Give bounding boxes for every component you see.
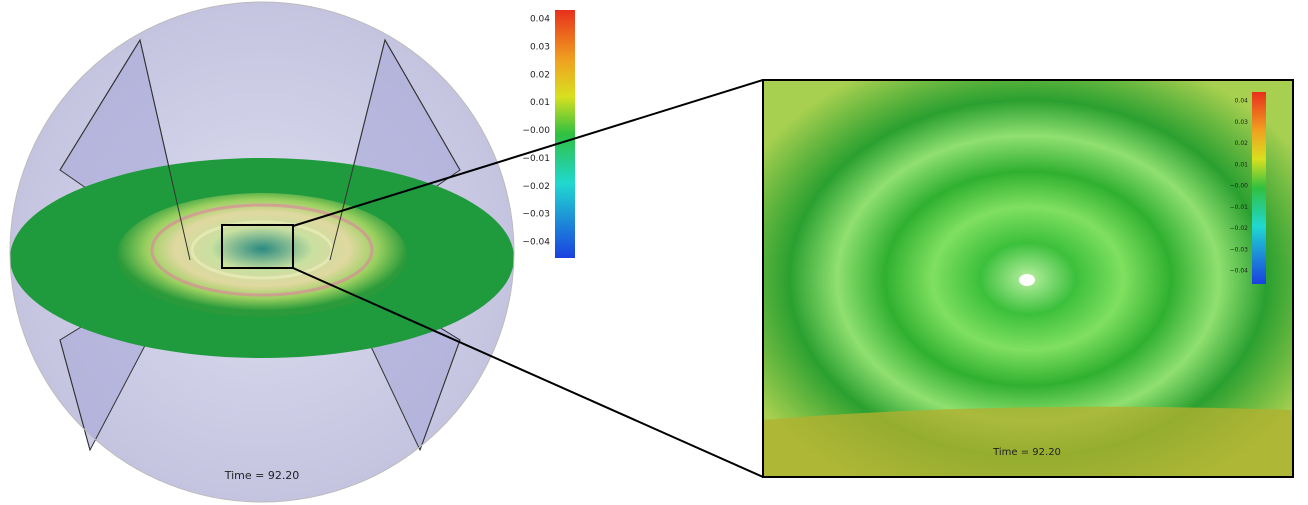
zoom-frame [762, 79, 1294, 478]
colorbar-label: −0.04 [522, 238, 550, 248]
colorbar [1252, 92, 1266, 284]
time-label: Time = 92.20 [224, 469, 300, 482]
colorbar-label: −0.00 [1230, 183, 1249, 190]
colorbar-label: −0.03 [1230, 246, 1249, 253]
colorbar-label: −0.01 [1230, 204, 1249, 211]
zoom-view: Time = 92.20 0.04 0.03 0.02 0.01 −0.00 −0.01 −… [762, 79, 1294, 478]
colorbar-label: −0.03 [522, 210, 550, 220]
colorbar-label: −0.02 [1230, 225, 1249, 232]
colorbar-label: −0.00 [522, 126, 550, 136]
colorbar-labels: 0.04 0.03 0.02 0.01 −0.00 −0.01 −0.02 −0.03 −0.0… [522, 15, 550, 248]
connector-line [292, 267, 764, 478]
colorbar-label: 0.01 [1235, 161, 1249, 168]
colorbar-label: −0.02 [522, 182, 550, 192]
sphere-outline [9, 1, 515, 503]
colorbar [555, 10, 575, 258]
colorbar-label: 0.01 [530, 98, 550, 108]
zoom-box [221, 224, 294, 269]
colorbar-label: 0.04 [1235, 98, 1249, 105]
center-spot [1019, 274, 1035, 286]
colorbar-labels: 0.04 0.03 0.02 0.01 −0.00 −0.01 −0.02 −0.03 −0.0… [1230, 98, 1249, 275]
foreground-ridge [763, 406, 1293, 477]
colorbar-label: 0.03 [530, 42, 550, 52]
time-label: Time = 92.20 [992, 447, 1061, 458]
colorbar-label: 0.02 [1235, 140, 1249, 147]
main-view: Time = 92.20 0.04 0.03 0.02 0.01 −0.00 −0.01 −… [9, 1, 575, 503]
colorbar-label: 0.04 [530, 15, 550, 25]
colorbar-label: 0.03 [1235, 119, 1249, 126]
colorbar-label: 0.02 [530, 70, 550, 80]
colorbar-label: −0.01 [522, 154, 550, 164]
slice-edges [59, 38, 461, 451]
wave-ring [150, 203, 374, 297]
colorbar-label: −0.04 [1230, 268, 1249, 275]
connector-line [292, 79, 764, 227]
